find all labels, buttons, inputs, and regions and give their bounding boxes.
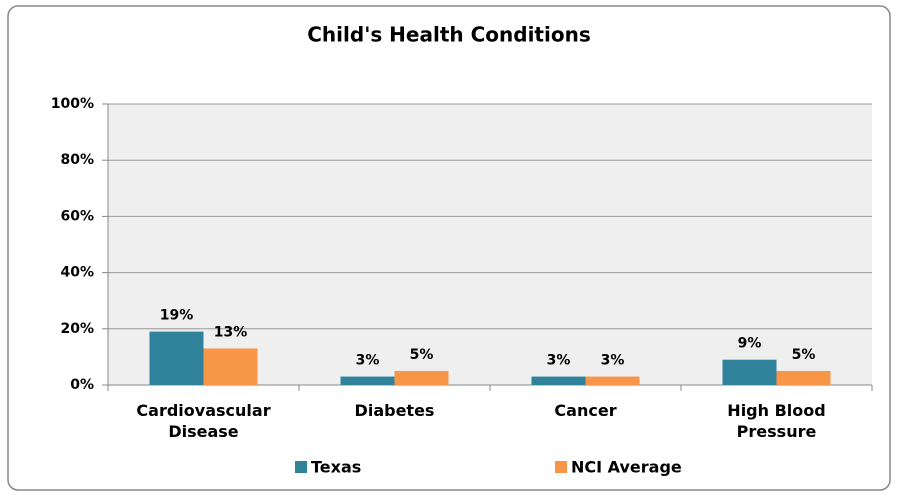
bar: [776, 370, 831, 385]
x-tick-label: Cancer: [554, 401, 617, 420]
x-tick-label: Cardiovascular Disease: [136, 401, 271, 441]
y-tick-label: 80%: [60, 152, 94, 168]
bar: [340, 376, 395, 385]
plot-area: [108, 104, 872, 385]
data-label: 3%: [356, 353, 380, 369]
data-label: 19%: [160, 308, 194, 324]
y-tick-label: 20%: [60, 321, 94, 337]
x-tick-label: Diabetes: [354, 401, 435, 420]
data-label: 9%: [738, 336, 762, 352]
bar: [149, 331, 204, 385]
legend-label: Texas: [311, 458, 361, 477]
bar: [585, 376, 640, 385]
legend-swatch: [555, 461, 567, 473]
y-tick-label: 100%: [51, 96, 94, 112]
bar: [394, 370, 449, 385]
y-tick-label: 40%: [60, 265, 94, 281]
legend-label: NCI Average: [571, 458, 682, 477]
data-label: 13%: [214, 324, 248, 340]
data-label: 5%: [410, 347, 434, 363]
bar: [531, 376, 586, 385]
y-tick-label: 60%: [60, 208, 94, 224]
bar: [722, 359, 777, 385]
data-label: 3%: [547, 353, 571, 369]
x-tick-label: High Blood Pressure: [727, 401, 826, 441]
bar: [203, 348, 258, 385]
data-label: 3%: [601, 353, 625, 369]
legend-swatch: [295, 461, 307, 473]
chart-title: Child's Health Conditions: [307, 23, 590, 47]
y-tick-label: 0%: [70, 377, 94, 393]
data-label: 5%: [792, 347, 816, 363]
